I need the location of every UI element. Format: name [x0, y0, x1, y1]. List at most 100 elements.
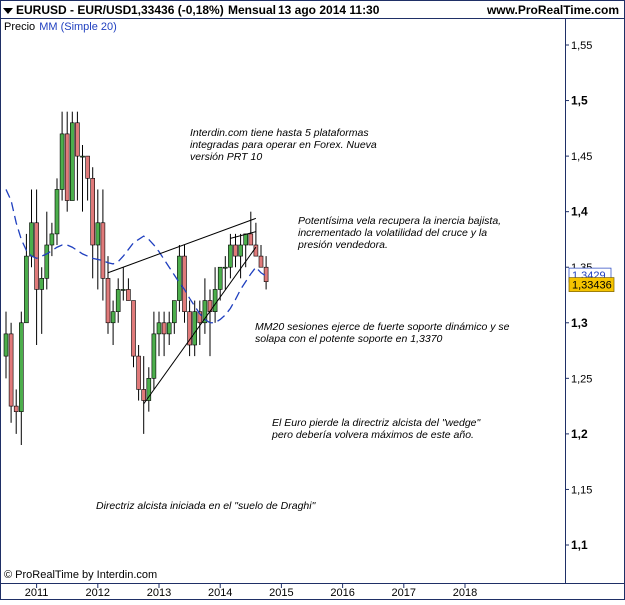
candle	[34, 189, 39, 345]
y-tick-label: 1,15	[571, 484, 592, 496]
candle	[121, 267, 126, 301]
dropdown-arrow-icon[interactable]	[3, 7, 13, 14]
annotations-layer: Interdin.com tiene hasta 5 plataformas in…	[96, 127, 510, 512]
candle	[8, 322, 14, 423]
candle-body	[85, 155, 90, 179]
candle	[238, 233, 243, 279]
annotation-line: pero debería volvera máximos de este año…	[271, 429, 474, 441]
last-price-box	[568, 277, 615, 292]
annotation-line: Interdin.com tiene hasta 5 plataformas	[190, 127, 369, 139]
candle	[95, 189, 101, 290]
annotation: Potentísima vela recupera la inercia baj…	[297, 215, 501, 251]
last-price-change: 1,33436 (-0,18%)	[131, 3, 224, 17]
candle	[18, 311, 24, 445]
candle-body	[166, 322, 172, 335]
candle-body	[248, 233, 254, 246]
candle-body	[44, 244, 50, 279]
candle-body	[3, 333, 9, 357]
candle	[248, 211, 254, 246]
ma-line	[5, 189, 267, 324]
candle-body	[212, 289, 218, 312]
candle-body	[141, 389, 146, 401]
annotation-line: Directriz alcista iniciada en el "suelo …	[96, 500, 317, 512]
candle-body	[39, 278, 45, 290]
candle-body	[151, 333, 157, 379]
annotation-line: solapa con el potente soporte en 1,3370	[255, 333, 443, 345]
x-tick-label: 2018	[453, 587, 477, 599]
trendlines-layer	[107, 217, 257, 405]
candle-body	[70, 122, 75, 201]
annotation: El Euro pierde la directriz alcista del …	[271, 417, 481, 441]
candle-body	[228, 244, 233, 268]
candle-body	[13, 405, 19, 412]
legend-ma[interactable]: MM (Simple 20)	[39, 21, 117, 33]
candle-body	[172, 300, 177, 324]
legend: Precio MM (Simple 20)	[2, 21, 119, 33]
candle-body	[90, 178, 95, 246]
candle-body	[49, 233, 55, 246]
candles-layer	[3, 111, 269, 445]
candle	[54, 178, 60, 245]
candle	[233, 233, 238, 268]
candle	[126, 278, 131, 301]
x-axis: 2011 2012 2013 2014 2015 2016 2017 2018	[25, 584, 477, 599]
candle	[100, 189, 106, 301]
annotation-line: Potentísima vela recupera la inercia baj…	[298, 215, 501, 227]
annotation-line: MM20 sesiones ejerce de fuerte soporte d…	[255, 321, 510, 333]
annotation-line: presión vendedora.	[297, 239, 388, 251]
candle-body	[197, 311, 203, 324]
annotation: Interdin.com tiene hasta 5 plataformasin…	[190, 127, 377, 163]
candle-body	[243, 233, 248, 246]
candle	[110, 300, 116, 345]
candle-body	[233, 244, 238, 257]
candle	[166, 311, 172, 345]
candle-body	[161, 322, 167, 335]
candle	[85, 155, 90, 201]
candle-body	[34, 222, 39, 290]
x-tick-label: 2012	[86, 587, 110, 599]
candle	[197, 300, 203, 345]
candle	[13, 389, 19, 434]
candle	[192, 300, 197, 357]
candle-body	[110, 311, 116, 324]
datetime-label: 13 ago 2014 11:30	[278, 3, 380, 17]
annotation-line: incrementado la volatilidad del cruce y …	[298, 227, 487, 239]
candle-body	[59, 133, 65, 190]
y-tick-label: 1,2	[571, 427, 588, 441]
candle	[24, 233, 29, 324]
candle	[131, 300, 136, 368]
candle-body	[18, 322, 24, 412]
copyright: © ProRealTime by Interdin.com	[4, 569, 158, 581]
candle	[80, 145, 85, 212]
trendline	[230, 231, 257, 239]
y-tick-label: 1,1	[571, 538, 588, 552]
candle	[115, 278, 121, 323]
last-price-tag: 1,33436	[568, 277, 615, 292]
candle-body	[75, 122, 80, 157]
legend-price[interactable]: Precio	[4, 21, 36, 33]
trendline	[143, 246, 257, 405]
candle-body	[80, 155, 85, 158]
candle-body	[202, 300, 208, 324]
candle-body	[121, 289, 126, 291]
candle-body	[54, 189, 60, 235]
candle-body	[182, 255, 187, 312]
last-price-label: 1,33436	[572, 280, 612, 292]
candle-body	[146, 378, 152, 401]
candle-body	[29, 222, 34, 257]
candle	[172, 300, 177, 334]
candle-body	[177, 255, 182, 301]
candle-body	[238, 244, 243, 257]
annotation: Directriz alcista iniciada en el "suelo …	[96, 500, 317, 512]
candle	[64, 111, 70, 212]
candle	[202, 278, 208, 334]
candle-body	[105, 278, 111, 324]
candle	[182, 245, 187, 323]
candle-body	[187, 311, 192, 346]
x-tick-label: 2013	[147, 587, 171, 599]
y-tick-label: 1,4	[571, 205, 588, 219]
candle	[105, 256, 111, 334]
candle-body	[136, 355, 141, 390]
